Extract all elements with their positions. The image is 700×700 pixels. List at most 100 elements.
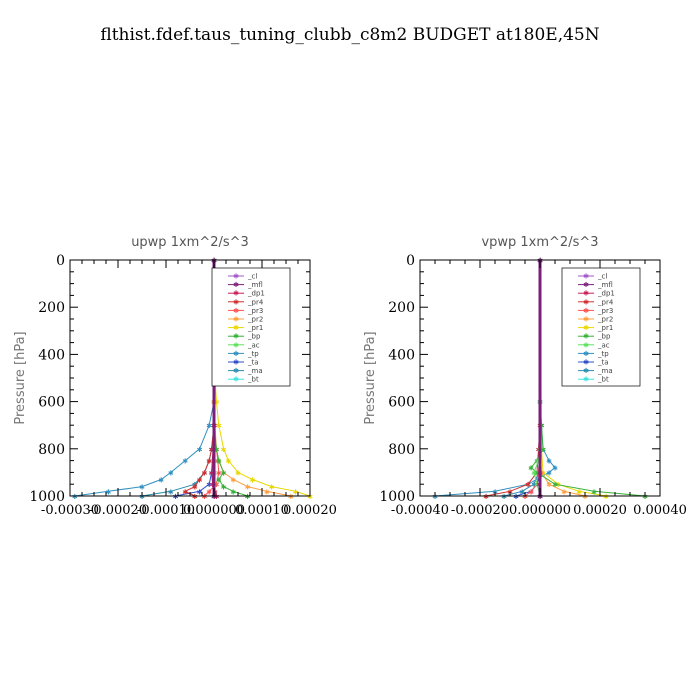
data-point-marker: ✱ xyxy=(546,458,552,466)
legend-label: _dp1 xyxy=(247,290,265,298)
legend-marker: ✱ xyxy=(233,333,239,341)
data-point-marker: ✱ xyxy=(546,481,552,489)
data-point-marker: ✱ xyxy=(534,458,540,466)
series-line-tp xyxy=(74,260,215,497)
legend-marker: ✱ xyxy=(233,290,239,298)
x-tick-label: -0.00040 xyxy=(391,503,449,518)
data-point-marker: ✱ xyxy=(213,481,219,489)
x-tick-label: 0.000000 xyxy=(509,503,571,518)
legend-label: _mfl xyxy=(597,281,613,289)
data-point-marker: ✱ xyxy=(230,476,236,484)
x-tick-label: 0.00040 xyxy=(633,503,687,518)
data-point-marker: ✱ xyxy=(221,446,227,454)
legend-marker: ✱ xyxy=(233,324,239,332)
x-tick-label: 0.000000 xyxy=(183,503,245,518)
data-point-marker: ✱ xyxy=(603,493,609,501)
data-point-marker: ✱ xyxy=(192,481,198,489)
data-point-marker: ✱ xyxy=(139,484,145,492)
data-point-marker: ✱ xyxy=(197,446,203,454)
legend: ✱ _cl ✱ _mfl ✱ _dp1 ✱ _pr4 ✱ _pr3 ✱ _pr2 ✱ _pr1 ✱ _bp ✱ _… xyxy=(211,267,291,387)
data-point-marker: ✱ xyxy=(576,488,582,496)
data-point-marker: ✱ xyxy=(539,422,545,430)
y-tick-label: 800 xyxy=(38,442,65,458)
data-point-marker: ✱ xyxy=(501,493,507,501)
data-point-marker: ✱ xyxy=(561,488,567,496)
data-point-marker: ✱ xyxy=(540,446,546,454)
legend-marker: ✱ xyxy=(583,290,589,298)
y-tick-label: 1000 xyxy=(379,489,415,505)
legend-marker: ✱ xyxy=(233,307,239,315)
data-point-marker: ✱ xyxy=(293,488,299,496)
legend-marker: ✱ xyxy=(583,316,589,324)
legend-marker: ✱ xyxy=(583,333,589,341)
x-tick-label: -0.00010 xyxy=(137,503,195,518)
series-line-ma xyxy=(141,260,215,497)
data-point-marker: ✱ xyxy=(213,493,219,501)
legend-label: _pr2 xyxy=(597,316,613,324)
data-point-marker: ✱ xyxy=(522,493,528,501)
legend-marker: ✱ xyxy=(583,376,589,384)
x-tick-label: -0.00020 xyxy=(89,503,147,518)
legend-marker: ✱ xyxy=(583,359,589,367)
data-point-marker: ✱ xyxy=(552,465,558,473)
data-point-marker: ✱ xyxy=(513,493,519,501)
data-point-marker: ✱ xyxy=(537,493,543,501)
data-point-marker: ✱ xyxy=(546,469,552,477)
x-tick-label: 0.00020 xyxy=(573,503,627,518)
data-point-marker: ✱ xyxy=(582,493,588,501)
data-point-marker: ✱ xyxy=(192,484,198,492)
x-tick-label: -0.00030 xyxy=(41,503,99,518)
data-point-marker: ✱ xyxy=(537,493,543,501)
legend-marker: ✱ xyxy=(233,273,239,281)
legend-label: _pr4 xyxy=(247,298,264,306)
data-point-marker: ✱ xyxy=(216,469,222,477)
data-point-marker: ✱ xyxy=(225,458,231,466)
data-point-marker: ✱ xyxy=(531,469,537,477)
data-point-marker: ✱ xyxy=(245,493,251,501)
data-point-marker: ✱ xyxy=(201,469,207,477)
legend: ✱ _cl ✱ _mfl ✱ _dp1 ✱ _pr4 ✱ _pr3 ✱ _pr2 ✱ _pr1 ✱ _bp ✱ _… xyxy=(561,267,641,387)
y-tick-label: 0 xyxy=(56,253,65,269)
legend-marker: ✱ xyxy=(233,316,239,324)
data-point-marker: ✱ xyxy=(206,481,212,489)
data-point-marker: ✱ xyxy=(537,493,543,501)
data-point-marker: ✱ xyxy=(168,488,174,496)
data-point-marker: ✱ xyxy=(105,488,111,496)
data-point-marker: ✱ xyxy=(72,493,78,501)
data-point-marker: ✱ xyxy=(531,481,537,489)
y-tick-label: 400 xyxy=(388,347,415,363)
data-point-marker: ✱ xyxy=(537,493,543,501)
data-point-marker: ✱ xyxy=(537,493,543,501)
legend-marker: ✱ xyxy=(233,298,239,306)
data-point-marker: ✱ xyxy=(201,469,207,477)
data-point-marker: ✱ xyxy=(264,488,270,496)
data-point-marker: ✱ xyxy=(528,488,534,496)
legend-marker: ✱ xyxy=(233,341,239,349)
legend-label: _cl xyxy=(597,273,607,281)
legend-label: _dp1 xyxy=(597,290,615,298)
data-point-marker: ✱ xyxy=(206,458,212,466)
data-point-marker: ✱ xyxy=(525,481,531,489)
data-point-marker: ✱ xyxy=(528,465,534,473)
data-point-marker: ✱ xyxy=(182,488,188,496)
legend-marker: ✱ xyxy=(583,367,589,375)
data-point-marker: ✱ xyxy=(591,488,597,496)
data-point-marker: ✱ xyxy=(519,488,525,496)
data-point-marker: ✱ xyxy=(213,446,219,454)
legend-label: _bp xyxy=(597,333,611,341)
data-point-marker: ✱ xyxy=(525,481,531,489)
data-point-marker: ✱ xyxy=(552,481,558,489)
series-line-pr1 xyxy=(213,259,311,497)
data-point-marker: ✱ xyxy=(642,493,648,501)
data-point-marker: ✱ xyxy=(534,469,540,477)
data-point-marker: ✱ xyxy=(211,493,217,501)
data-point-marker: ✱ xyxy=(182,458,188,466)
data-point-marker: ✱ xyxy=(201,493,207,501)
y-tick-label: 0 xyxy=(406,253,415,269)
y-tick-label: 600 xyxy=(38,395,65,411)
y-tick-label: 200 xyxy=(38,300,65,316)
data-point-marker: ✱ xyxy=(221,469,227,477)
series-line-pr4 xyxy=(485,260,541,497)
legend-marker: ✱ xyxy=(233,350,239,358)
legend-label: _mfl xyxy=(247,281,263,289)
